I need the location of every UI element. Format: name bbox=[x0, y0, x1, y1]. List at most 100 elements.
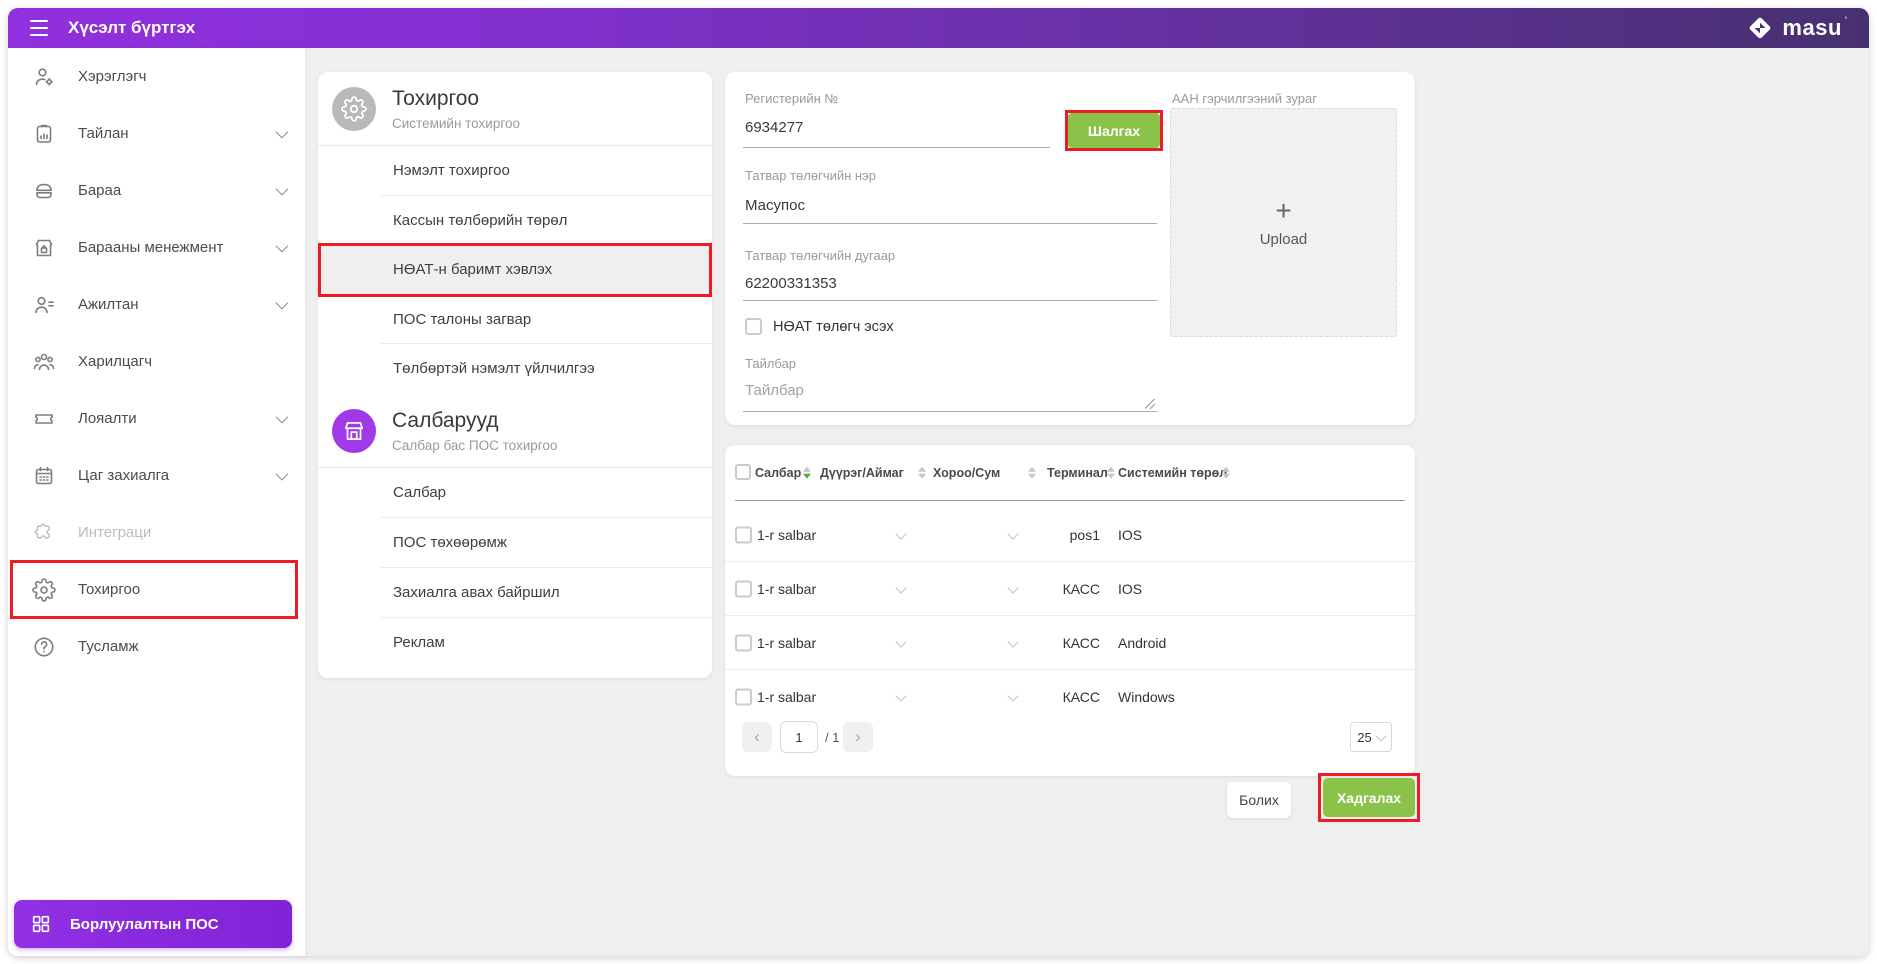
table-row: 1-r salbar КАСС IOS bbox=[725, 562, 1415, 616]
page-size-value: 25 bbox=[1357, 729, 1372, 745]
settings-menu-item[interactable]: Захиалга авах байршил bbox=[318, 568, 712, 618]
sort-icon[interactable] bbox=[1222, 466, 1230, 479]
chevron-down-icon bbox=[275, 239, 289, 253]
district-dropdown-icon[interactable] bbox=[895, 690, 907, 702]
input-underline bbox=[743, 223, 1157, 224]
sort-icon[interactable] bbox=[803, 466, 811, 479]
register-number-label: Регистерийн № bbox=[745, 91, 839, 106]
page-input[interactable] bbox=[780, 721, 818, 753]
sidebar-item-label: Бараа bbox=[78, 182, 122, 199]
district-dropdown-icon[interactable] bbox=[895, 635, 907, 648]
section-title: Салбарууд bbox=[392, 408, 499, 432]
sidebar-item-loyalty[interactable]: Лояалти bbox=[8, 390, 305, 447]
branch-cell: 1-r salbar bbox=[757, 634, 817, 651]
settings-menu-item[interactable]: Төлбөртэй нэмэлт үйлчилгээ bbox=[393, 360, 595, 378]
section-header: Тохиргоо Системийн тохиргоо bbox=[318, 72, 712, 146]
sidebar-item-booking[interactable]: Цаг захиалга bbox=[8, 447, 305, 504]
certificate-upload-dropzone[interactable]: + Upload bbox=[1170, 108, 1397, 337]
vat-settings-form-card: Регистерийн № 6934277 Шалгах Татвар төлө… bbox=[725, 72, 1415, 425]
sort-icon[interactable] bbox=[918, 466, 926, 479]
settings-menu-card: Тохиргоо Системийн тохиргоо Нэмэлт тохир… bbox=[318, 72, 712, 678]
vat-payer-checkbox[interactable] bbox=[745, 318, 762, 335]
row-checkbox[interactable] bbox=[735, 526, 752, 543]
sort-icon[interactable] bbox=[1028, 466, 1036, 479]
report-icon bbox=[32, 122, 56, 146]
sidebar-item-goods-management[interactable]: Барааны менежмент bbox=[8, 219, 305, 276]
branch-cell: 1-r salbar bbox=[757, 689, 817, 705]
sidebar-item-report[interactable]: Тайлан bbox=[8, 105, 305, 162]
input-underline bbox=[743, 147, 1050, 148]
taxpayer-number-value[interactable]: 62200331353 bbox=[745, 275, 837, 292]
district-dropdown-icon[interactable] bbox=[895, 581, 907, 594]
table-row: 1-r salbar КАСС Android bbox=[725, 616, 1415, 670]
annotation-box-save: Хадгалах bbox=[1318, 773, 1420, 822]
settings-menu-item[interactable]: Салбар bbox=[318, 468, 712, 518]
settings-menu-item[interactable]: Кассын төлбөрийн төрөл bbox=[318, 196, 712, 246]
sidebar: Хэрэглэгч Тайлан Бараа Барааны менежмент… bbox=[8, 48, 305, 956]
check-button[interactable]: Шалгах bbox=[1068, 113, 1160, 148]
settings-menu-item[interactable]: Нэмэлт тохиргоо bbox=[318, 146, 712, 196]
save-button[interactable]: Хадгалах bbox=[1323, 778, 1415, 817]
note-textarea[interactable]: Тайлбар bbox=[745, 382, 804, 399]
sales-pos-button[interactable]: Борлуулалтын ПОС bbox=[14, 900, 292, 948]
column-header[interactable]: Дүүрэг/Аймаг bbox=[820, 465, 904, 480]
khoroo-dropdown-icon[interactable] bbox=[1007, 690, 1019, 702]
sidebar-item-settings[interactable]: Тохиргоо bbox=[8, 560, 305, 619]
annotation-box-check: Шалгах bbox=[1065, 110, 1163, 151]
topbar: Хүсэлт бүртгэх masu ' bbox=[8, 8, 1869, 48]
column-header[interactable]: Салбар bbox=[755, 465, 802, 480]
page-total: / 1 bbox=[825, 729, 840, 745]
integration-icon bbox=[32, 521, 56, 545]
input-underline bbox=[743, 300, 1157, 301]
chevron-down-icon bbox=[275, 467, 289, 481]
settings-menu-item[interactable]: ПОС талоны загвар bbox=[318, 295, 712, 345]
gear-icon bbox=[32, 577, 56, 602]
loyalty-icon bbox=[32, 407, 56, 431]
sidebar-item-users[interactable]: Хэрэглэгч bbox=[8, 48, 305, 105]
hamburger-menu-icon[interactable] bbox=[30, 20, 48, 36]
sort-icon[interactable] bbox=[1107, 466, 1115, 479]
branch-cell: 1-r salbar bbox=[757, 526, 817, 543]
prev-page-button[interactable]: ‹ bbox=[742, 722, 772, 752]
vat-payer-row: НӨАТ төлөгч эсэх bbox=[745, 318, 894, 335]
khoroo-dropdown-icon[interactable] bbox=[1007, 527, 1019, 540]
row-checkbox[interactable] bbox=[735, 634, 752, 651]
sidebar-item-goods[interactable]: Бараа bbox=[8, 162, 305, 219]
sidebar-item-staff[interactable]: Ажилтан bbox=[8, 276, 305, 333]
settings-menu-item[interactable]: Реклам bbox=[393, 634, 445, 651]
column-header[interactable]: Терминал bbox=[1047, 465, 1108, 480]
staff-icon bbox=[32, 293, 56, 317]
system-cell: IOS bbox=[1118, 526, 1143, 543]
system-cell: Windows bbox=[1118, 689, 1175, 705]
logo-mark: ' bbox=[1844, 15, 1847, 27]
app-window: Хүсэлт бүртгэх masu ' Хэрэглэгч Тайлан Б… bbox=[8, 8, 1869, 956]
khoroo-dropdown-icon[interactable] bbox=[1007, 581, 1019, 594]
register-number-value[interactable]: 6934277 bbox=[745, 119, 804, 136]
page-size-select[interactable]: 25 bbox=[1350, 722, 1392, 752]
section-subtitle: Системийн тохиргоо bbox=[392, 116, 520, 131]
taxpayer-name-value[interactable]: Масупос bbox=[745, 197, 805, 214]
store-circle-icon bbox=[332, 408, 376, 453]
sidebar-item-help[interactable]: Тусламж bbox=[8, 618, 305, 675]
textarea-resize-handle[interactable] bbox=[1145, 399, 1155, 409]
table-row: 1-r salbar pos1 IOS bbox=[725, 508, 1415, 562]
column-header[interactable]: Хороо/Сум bbox=[933, 465, 1001, 480]
sidebar-item-integration[interactable]: Интеграци bbox=[8, 504, 305, 561]
row-checkbox[interactable] bbox=[735, 688, 752, 706]
khoroo-dropdown-icon[interactable] bbox=[1007, 635, 1019, 648]
select-all-checkbox[interactable] bbox=[735, 464, 751, 480]
chevron-down-icon bbox=[1375, 729, 1387, 742]
row-checkbox[interactable] bbox=[735, 580, 752, 597]
settings-menu-item[interactable]: ПОС төхөөрөмж bbox=[318, 518, 712, 568]
user-gear-icon bbox=[32, 65, 56, 89]
sidebar-item-partners[interactable]: Харилцагч bbox=[8, 333, 305, 390]
column-header[interactable]: Системийн төрөл bbox=[1118, 465, 1228, 480]
logo-text: masu bbox=[1782, 15, 1842, 40]
sidebar-item-label: Барааны менежмент bbox=[78, 239, 224, 256]
chevron-down-icon bbox=[275, 410, 289, 424]
terminal-cell: КАСС bbox=[1062, 580, 1100, 597]
settings-menu-item[interactable]: НӨАТ-н баримт хэвлэх bbox=[318, 243, 712, 296]
cancel-button[interactable]: Болих bbox=[1227, 782, 1291, 818]
district-dropdown-icon[interactable] bbox=[895, 527, 907, 540]
next-page-button[interactable]: › bbox=[843, 722, 873, 752]
